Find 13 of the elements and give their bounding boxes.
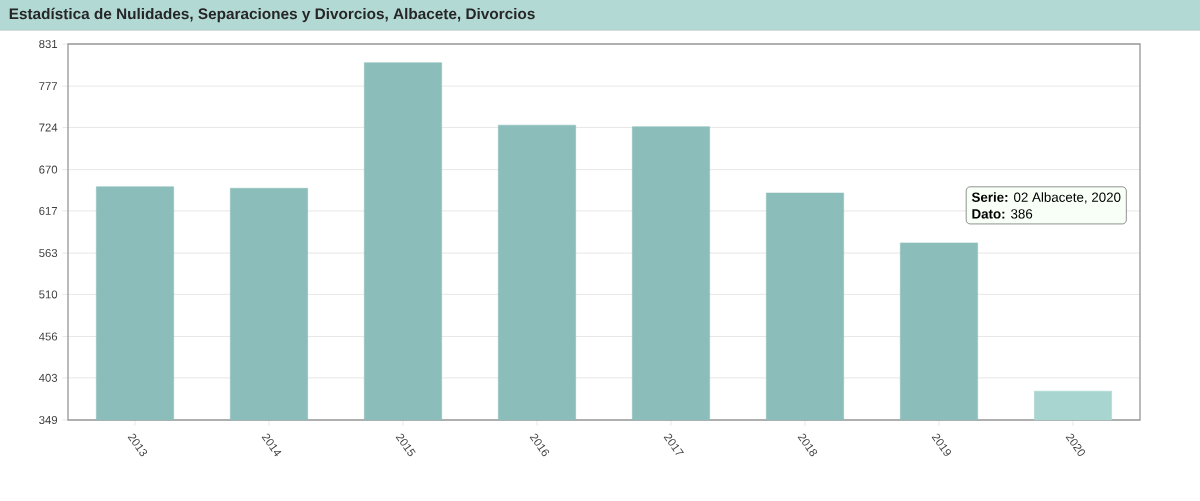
annotation: Serie: 02 Albacete, 2020	[971, 192, 1121, 204]
y-tick-label: 456	[38, 332, 58, 341]
y-tick-label: 724	[39, 123, 58, 132]
y-tick-label: 403	[38, 373, 58, 382]
y-tick-label: 670	[39, 165, 58, 174]
y-tick-label: 777	[39, 82, 58, 91]
y-tick-label: 831	[39, 39, 58, 48]
y-tick-label: 349	[39, 416, 58, 425]
y-tick-label: 563	[39, 249, 58, 258]
y-tick-label: 617	[39, 206, 58, 215]
chart-title: Estadística de Nulidades, Separaciones y Divorcios, Albacete, Divorcios	[9, 7, 535, 23]
annotation: Dato: 386	[972, 209, 1033, 219]
y-tick-label: 510	[39, 290, 58, 299]
